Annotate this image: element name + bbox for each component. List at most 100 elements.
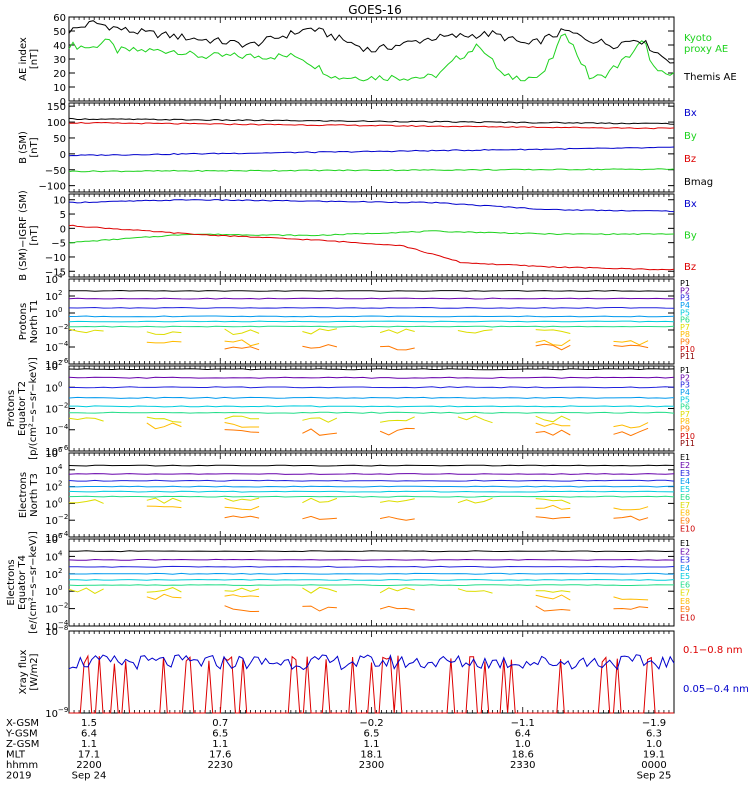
y-tick-exponent: 2 [58, 567, 62, 575]
y-tick-exponent: −4 [58, 619, 69, 627]
y-tick-label: 10 [45, 466, 58, 477]
legend-label: P9 [680, 425, 690, 434]
y-tick-label: 50 [53, 27, 66, 38]
y-tick-label: 50 [53, 134, 66, 145]
legend-label: P8 [680, 417, 690, 426]
legend-label: E1 [680, 453, 690, 462]
y-axis-label: North T1 [29, 300, 40, 344]
y-axis-label: [nT] [29, 225, 40, 245]
y-tick-label: 10 [53, 83, 66, 94]
y-tick-label: 150 [47, 102, 66, 113]
orbit-value: −0.2 [359, 718, 383, 729]
legend-label: P11 [680, 352, 695, 361]
channel-line [302, 428, 337, 436]
channel-line [224, 346, 260, 351]
channel-line [379, 605, 415, 611]
channel-line [302, 586, 338, 594]
orbit-value: 18.6 [512, 750, 534, 761]
y-tick-exponent: 4 [58, 463, 63, 471]
channel-line [535, 504, 571, 510]
y-tick-exponent: −4 [58, 423, 69, 431]
channel-line [68, 584, 674, 587]
legend-label: E6 [680, 493, 690, 502]
chart-title: GOES-16 [348, 3, 402, 17]
legend-label: P1 [680, 279, 690, 288]
y-tick-exponent: 2 [58, 359, 62, 367]
channel-line [535, 415, 571, 423]
y-axis-label: Equator T2 [17, 381, 28, 436]
channel-line [535, 422, 571, 427]
y-axis-label: [W/m2] [29, 653, 40, 690]
channel-line [613, 606, 649, 610]
series-line [68, 199, 675, 213]
orbit-value: 6.5 [212, 729, 228, 740]
orbit-value: 2300 [359, 760, 384, 771]
y-tick-label: 10 [45, 516, 58, 527]
channel-line [224, 497, 260, 502]
panel-frame [68, 365, 675, 452]
y-axis-label: [nT] [29, 137, 40, 157]
y-tick-exponent: 2 [58, 289, 62, 297]
orbit-value: 2200 [76, 760, 101, 771]
channel-line [457, 497, 493, 504]
orbit-value: 6.3 [646, 729, 662, 740]
y-tick-label: −50 [45, 166, 66, 177]
channel-line [302, 497, 338, 504]
y-tick-label: 10 [45, 309, 58, 320]
orbit-row-label: X-GSM [6, 718, 39, 729]
channel-line [224, 422, 260, 428]
y-tick-exponent: −2 [58, 513, 68, 521]
orbit-value: 2230 [208, 760, 233, 771]
y-tick-label: 10 [45, 326, 58, 337]
y-tick-exponent: 6 [58, 532, 63, 540]
legend-label: E5 [680, 572, 690, 581]
orbit-value: 1.0 [646, 739, 662, 750]
legend-label: E10 [680, 525, 695, 534]
y-tick-label: 10 [45, 552, 58, 563]
orbit-value: 19.1 [643, 750, 665, 761]
legend-label: E3 [680, 556, 690, 565]
legend-label: E4 [680, 564, 690, 573]
orbit-value: −1.9 [642, 718, 666, 729]
legend-label: P5 [680, 395, 690, 404]
legend-label: E3 [680, 469, 690, 478]
channel-line [379, 587, 415, 594]
channel-line [146, 497, 182, 504]
y-tick-exponent: −2 [58, 402, 68, 410]
panel-3: B (SM)−IGRF (SM) [nT] −15 −10 −5 0 5 10 Bx By Bz [18, 190, 697, 281]
y-axis-label: B (SM)−IGRF (SM) [18, 190, 29, 281]
panel-8: Xray flux [W/m2]10 −810 −90.1−0.8 nm0.05−0.… [18, 624, 749, 720]
y-tick-label: 10 [45, 449, 58, 460]
y-tick-label: 10 [53, 196, 66, 207]
orbit-value: 6.4 [515, 729, 531, 740]
y-tick-exponent: 0 [58, 584, 62, 592]
y-tick-label: 10 [45, 292, 58, 303]
y-tick-label: 10 [45, 622, 58, 633]
channel-line [68, 490, 675, 493]
channel-line [68, 368, 675, 371]
series-line [68, 117, 675, 125]
legend-label: 0.05−0.4 nm [683, 684, 749, 695]
channel-line [69, 411, 675, 414]
orbit-row-label: hhmm [6, 760, 38, 771]
channel-line [380, 498, 415, 503]
orbit-value: 1.1 [364, 739, 380, 750]
channel-line [146, 587, 182, 593]
legend-label: Bz [684, 154, 696, 165]
y-axis-label: [e/(cm²−s−sr−keV)] [28, 531, 39, 634]
legend-label: P6 [680, 316, 690, 325]
y-tick-label: −5 [51, 239, 66, 250]
y-tick-label: 10 [45, 533, 58, 544]
legend-label: By [684, 131, 697, 142]
channel-line [613, 344, 649, 349]
legend-label: E8 [680, 509, 690, 518]
panel-2: B (SM) [nT] −100 −50 0 50 100 150 Bx By Bz Bmag [18, 102, 713, 192]
channel-line [380, 345, 415, 351]
y-axis-label: Equator T4 [17, 555, 28, 610]
legend-label: E1 [680, 539, 690, 548]
channel-line [68, 558, 675, 561]
channel-line [68, 325, 675, 328]
y-tick-label: 10 [45, 343, 58, 354]
